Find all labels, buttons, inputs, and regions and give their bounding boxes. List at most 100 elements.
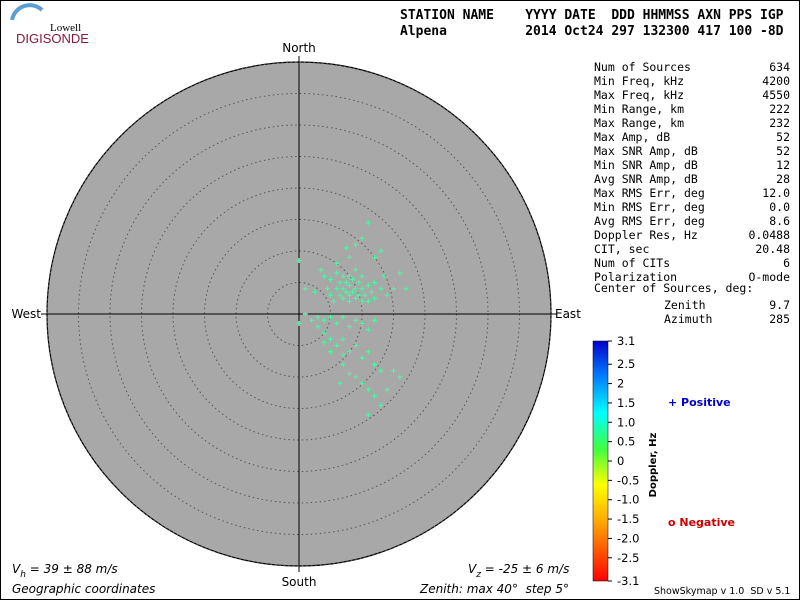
source-point — [346, 298, 352, 304]
source-point — [350, 276, 356, 282]
source-point — [340, 352, 346, 358]
source-point — [312, 289, 318, 295]
stat-label: Min Freq, kHz — [594, 74, 684, 88]
vh-sub: h — [20, 570, 26, 580]
source-point — [337, 380, 343, 386]
source-point — [353, 267, 359, 273]
source-point — [343, 289, 349, 295]
stat-label: Num of Sources — [594, 60, 691, 74]
colorbar-tick-label: -2.5 — [617, 551, 639, 565]
source-point — [302, 311, 308, 317]
source-point — [359, 235, 365, 241]
stat-label: Max Range, km — [594, 116, 684, 130]
source-point — [346, 371, 352, 377]
source-point — [309, 317, 315, 323]
source-point — [378, 248, 384, 254]
source-point — [372, 295, 378, 301]
source-point — [321, 273, 327, 279]
legend-positive: + Positive — [668, 396, 731, 409]
source-point — [346, 273, 352, 279]
header-line: Alpena 2014 Oct24 297 132300 417 100 -8D — [400, 24, 784, 39]
source-point — [337, 280, 343, 285]
source-point — [337, 292, 343, 298]
stat-value: 0.0 — [769, 200, 790, 214]
south-label: South — [282, 575, 317, 589]
source-point — [378, 402, 384, 408]
stat-label: Zenith — [664, 298, 706, 312]
source-point — [296, 257, 302, 263]
source-point — [296, 320, 302, 326]
source-point — [340, 273, 346, 279]
vh-text: = 39 ± 88 m/s — [26, 562, 118, 576]
coords-label: Geographic coordinates — [12, 582, 155, 596]
source-point — [359, 320, 365, 326]
vh-label: Vh = 39 ± 88 m/s — [12, 562, 118, 580]
source-point — [328, 314, 333, 320]
source-point — [350, 289, 356, 295]
stat-value: 285 — [769, 312, 790, 326]
source-point — [315, 314, 321, 320]
center-title: Center of Sources, deg: — [594, 281, 753, 295]
source-point — [403, 286, 409, 292]
stat-label: Avg RMS Err, deg — [594, 214, 705, 228]
vh-symbol: V — [12, 562, 21, 576]
source-point — [346, 324, 352, 330]
stat-label: CIT, sec — [594, 242, 649, 256]
vz-text: = -25 ± 6 m/s — [481, 562, 569, 576]
source-point — [334, 320, 340, 326]
source-point — [328, 292, 333, 298]
colorbar-tick-label: -0.5 — [617, 473, 639, 487]
source-point — [384, 292, 390, 298]
source-point — [359, 273, 365, 279]
source-point — [365, 220, 371, 226]
source-point — [353, 286, 359, 292]
stat-value: 222 — [769, 102, 790, 116]
vz-sub: z — [475, 570, 481, 580]
stat-value: 20.48 — [755, 242, 790, 256]
source-point — [365, 283, 371, 289]
stat-value: 28 — [776, 172, 790, 186]
stat-value: 8.6 — [769, 214, 790, 228]
source-point — [321, 330, 327, 336]
source-point — [365, 298, 371, 304]
version-label: ShowSkymap v 1.0 SD v 5.1 — [654, 586, 790, 597]
source-point — [359, 286, 365, 292]
colorbar-tick-label: 0.5 — [617, 435, 635, 449]
stat-value: 0.0488 — [748, 228, 790, 242]
source-point — [384, 387, 390, 393]
colorbar-title: Doppler, Hz — [648, 433, 659, 498]
stat-label: Max Amp, dB — [594, 130, 670, 144]
source-point — [315, 324, 321, 330]
stat-value: 4200 — [762, 74, 790, 88]
colorbar-tick-label: 1.0 — [617, 415, 635, 429]
source-point — [334, 261, 340, 267]
source-point — [391, 286, 396, 292]
source-point — [318, 267, 324, 273]
source-point — [365, 412, 371, 418]
stat-label: Min Range, km — [594, 102, 684, 116]
source-point — [353, 374, 359, 380]
source-point — [397, 374, 403, 380]
source-point — [372, 361, 378, 367]
colorbar — [592, 340, 609, 582]
stat-label: Polarization — [594, 270, 677, 284]
header-line: STATION NAME YYYY DATE DDD HHMMSS AXN PP… — [400, 8, 784, 23]
stat-label: Num of CITs — [594, 256, 670, 270]
source-point — [359, 355, 365, 361]
source-point — [365, 327, 371, 333]
west-label: West — [11, 307, 41, 321]
colorbar-tick-label: 1.5 — [617, 396, 635, 410]
source-point — [340, 336, 346, 342]
source-point — [340, 361, 346, 367]
logo-swoosh — [10, 3, 44, 21]
source-point — [353, 343, 359, 348]
stat-value: 12 — [776, 158, 790, 172]
colorbar-tick-label: -1.0 — [617, 493, 639, 507]
stat-label: Avg SNR Amp, dB — [594, 172, 698, 186]
source-point — [331, 298, 337, 304]
stat-value: 634 — [769, 60, 790, 74]
source-point — [356, 292, 362, 298]
colorbar-tick-label: 3.1 — [617, 334, 635, 348]
source-point — [378, 368, 384, 374]
north-label: North — [282, 41, 316, 55]
